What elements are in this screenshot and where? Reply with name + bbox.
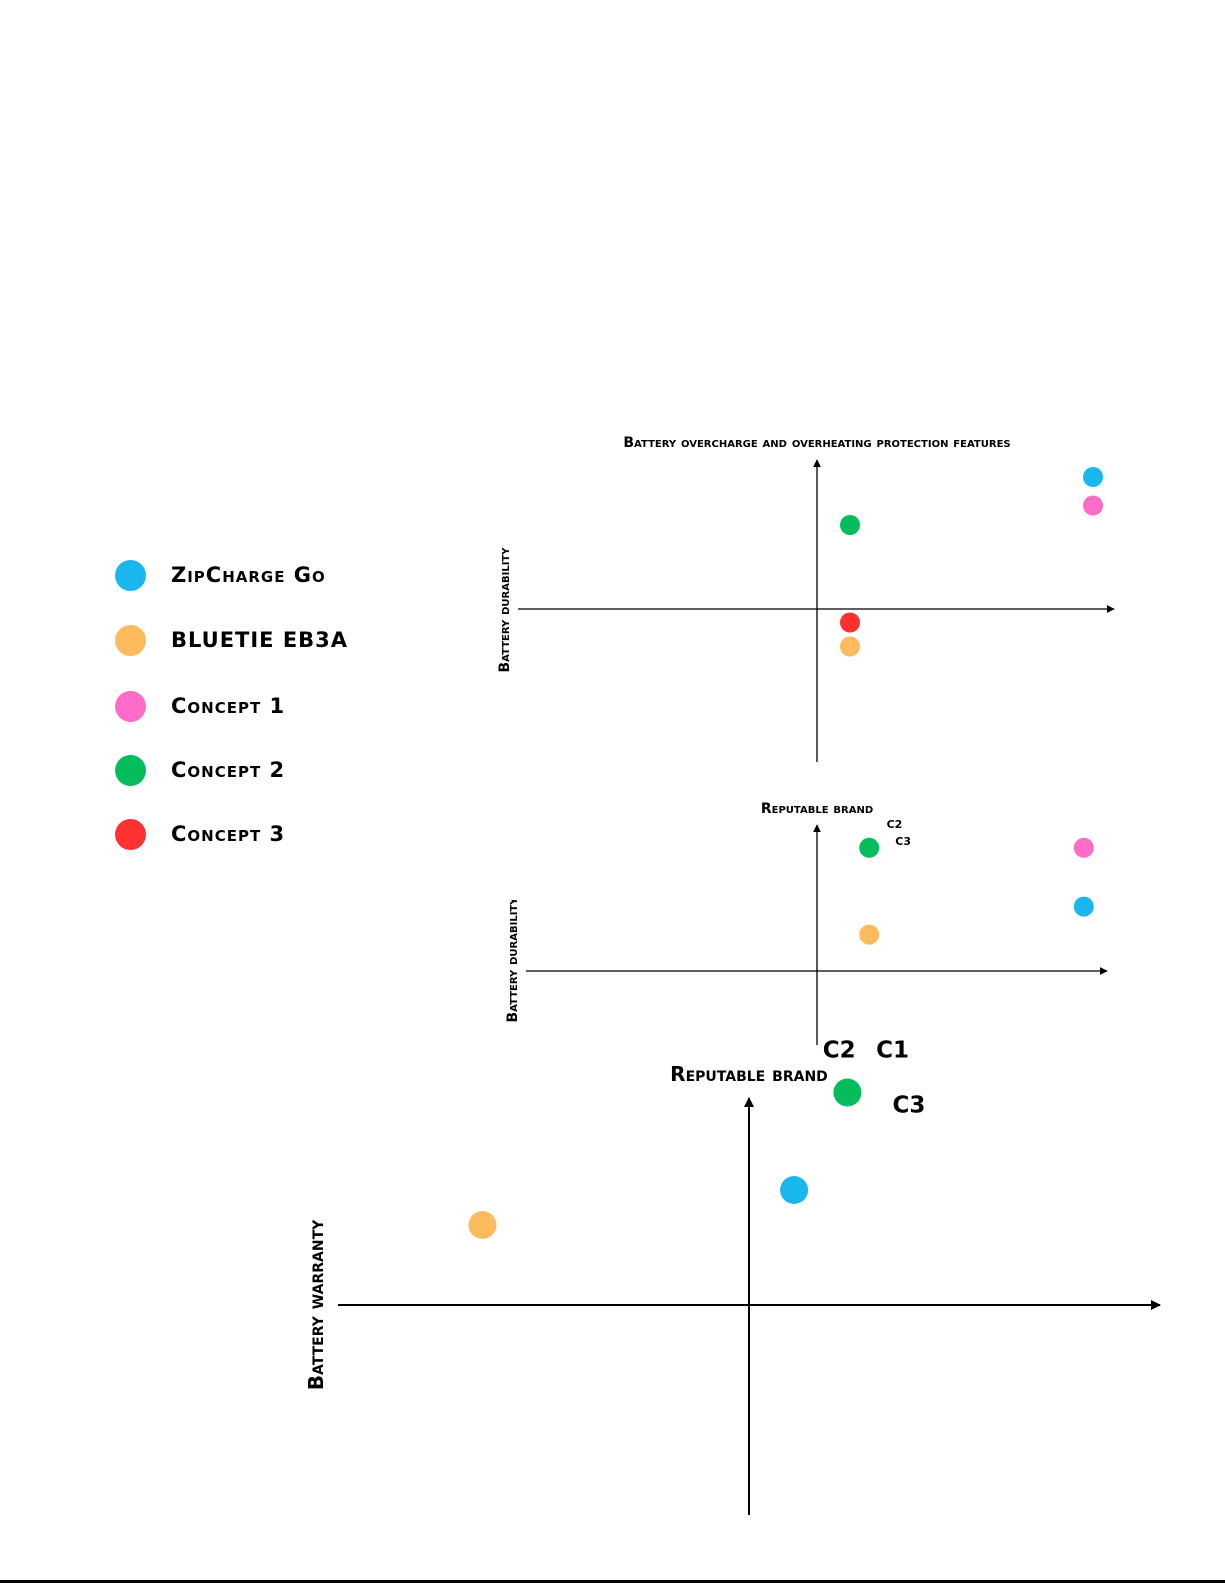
legend-label: Concept 1 [171, 694, 286, 718]
point-concept-3 [840, 612, 860, 633]
legend-item-bluetie-eb3a: BLUETIE EB3A [115, 623, 348, 657]
point-zipcharge-go [1073, 896, 1094, 917]
legend-swatch [115, 754, 146, 786]
y-axis-title: Battery durability [497, 547, 513, 673]
point-annotation: C2 [887, 818, 903, 831]
scatter-chart-3: Reputable brand Battery warranty C2 C1 C3 [304, 1038, 1161, 1515]
x-axis-title: Battery overcharge and overheating prote… [623, 435, 1010, 451]
scatter-chart-1: Battery overcharge and overheating prote… [497, 435, 1115, 762]
legend-swatch [115, 624, 146, 656]
legend-item-concept-3: Concept 3 [115, 817, 285, 851]
point-annotation: C3 [893, 1093, 926, 1119]
point-concept-2 [840, 515, 860, 535]
legend-swatch [115, 818, 146, 850]
y-axis-title: Battery durability [505, 897, 521, 1023]
scatter-chart-2: Reputable brand Battery durability C2 C3 [505, 801, 1108, 1045]
point-bluetie-eb3a [859, 924, 880, 945]
legend-item-zipcharge-go: ZipCharge Go [115, 558, 326, 592]
legend-label: Concept 3 [171, 822, 286, 846]
y-axis-title: Battery warranty [304, 1219, 328, 1390]
point-bluetie-eb3a [840, 636, 860, 657]
page-bottom-rule [0, 1580, 1225, 1583]
legend-label: BLUETIE EB3A [171, 628, 349, 652]
legend-item-concept-2: Concept 2 [115, 753, 285, 787]
legend-item-concept-1: Concept 1 [115, 689, 285, 723]
point-zipcharge-go [780, 1176, 809, 1204]
point-annotation: C3 [895, 835, 911, 848]
point-concept-2 [833, 1078, 862, 1107]
point-bluetie-eb3a [468, 1211, 497, 1239]
legend-label: Concept 2 [171, 758, 286, 782]
legend-swatch [115, 690, 146, 722]
x-axis-title: Reputable brand [670, 1062, 828, 1086]
point-annotation: C1 [876, 1038, 909, 1064]
legend: ZipCharge Go BLUETIE EB3A Concept 1 Conc… [0, 0, 420, 900]
point-concept-2 [859, 837, 880, 858]
legend-swatch [115, 559, 146, 591]
x-axis-title: Reputable brand [761, 801, 873, 817]
legend-label: ZipCharge Go [171, 563, 326, 587]
point-concept-1 [1073, 837, 1094, 858]
point-concept-1 [1083, 495, 1103, 516]
point-zipcharge-go [1083, 467, 1103, 487]
point-annotation: C2 [823, 1038, 856, 1064]
